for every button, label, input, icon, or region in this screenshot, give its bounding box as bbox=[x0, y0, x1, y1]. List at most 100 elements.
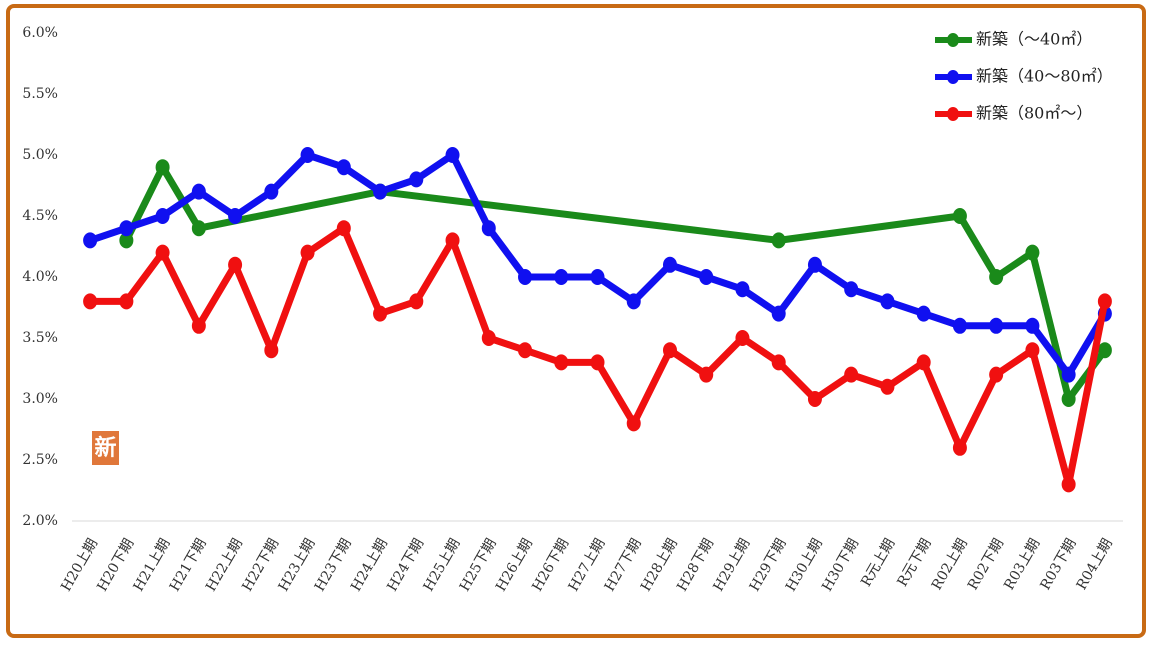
marker bbox=[916, 305, 931, 322]
marker bbox=[445, 232, 460, 249]
line-segment bbox=[449, 236, 493, 342]
legend-marker bbox=[947, 70, 959, 84]
marker bbox=[119, 232, 134, 249]
marker bbox=[880, 293, 895, 310]
badge-bg bbox=[92, 431, 119, 465]
line-segment bbox=[376, 188, 783, 244]
marker bbox=[807, 256, 822, 273]
marker bbox=[880, 378, 895, 395]
marker bbox=[409, 171, 424, 188]
line-segment bbox=[956, 371, 1000, 452]
marker bbox=[1025, 244, 1040, 261]
marker bbox=[807, 391, 822, 407]
legend-label: 新築（40～80㎡） bbox=[976, 67, 1113, 86]
marker bbox=[844, 366, 859, 383]
marker bbox=[264, 342, 279, 359]
line-segment bbox=[738, 334, 783, 366]
line-segment bbox=[231, 188, 275, 220]
marker bbox=[228, 256, 243, 273]
marker bbox=[590, 269, 605, 285]
y-tick-label: 2.5% bbox=[22, 452, 58, 468]
line-segment bbox=[992, 249, 1036, 281]
marker bbox=[771, 354, 786, 371]
line-segment bbox=[775, 212, 964, 244]
marker bbox=[518, 269, 533, 285]
line-segment bbox=[956, 212, 1000, 281]
line-segment bbox=[702, 334, 746, 379]
line-segment bbox=[122, 249, 167, 305]
line-segment bbox=[811, 371, 855, 403]
marker bbox=[989, 269, 1004, 285]
marker bbox=[952, 208, 967, 224]
line-segment bbox=[738, 285, 783, 318]
marker bbox=[191, 220, 206, 237]
marker bbox=[481, 220, 496, 237]
marker bbox=[735, 330, 750, 346]
line-segment bbox=[630, 346, 674, 427]
line-segment bbox=[340, 163, 384, 196]
marker bbox=[300, 147, 315, 163]
marker bbox=[481, 330, 496, 346]
line-segment bbox=[811, 261, 855, 293]
marker bbox=[119, 220, 134, 237]
frame bbox=[6, 4, 1146, 638]
line-segment bbox=[1028, 346, 1073, 488]
line-segment bbox=[449, 151, 493, 232]
legend-marker bbox=[947, 33, 959, 47]
legend-marker bbox=[947, 107, 959, 121]
y-tick-label: 6.0% bbox=[22, 25, 58, 41]
marker bbox=[445, 147, 460, 163]
marker bbox=[1061, 391, 1076, 407]
line-segment bbox=[630, 261, 674, 305]
line-segment bbox=[1028, 322, 1073, 379]
marker bbox=[83, 293, 98, 310]
legend-label: 新築（80㎡～） bbox=[976, 104, 1092, 123]
line-segment bbox=[992, 346, 1036, 379]
y-tick-label: 5.5% bbox=[22, 86, 58, 102]
line-segment bbox=[267, 151, 312, 196]
marker bbox=[771, 305, 786, 322]
line-segment bbox=[231, 261, 275, 354]
marker bbox=[336, 220, 351, 237]
line-segment bbox=[412, 151, 457, 183]
marker bbox=[336, 159, 351, 176]
marker bbox=[1025, 342, 1040, 359]
line-segment bbox=[1065, 346, 1109, 403]
y-tick-label: 2.0% bbox=[22, 513, 58, 529]
line-segment bbox=[195, 188, 384, 232]
marker bbox=[119, 293, 134, 310]
marker bbox=[626, 293, 641, 310]
marker bbox=[373, 305, 388, 322]
marker bbox=[554, 269, 569, 285]
marker bbox=[699, 366, 714, 383]
marker bbox=[155, 159, 170, 176]
y-tick-label: 3.0% bbox=[22, 391, 58, 407]
marker bbox=[554, 354, 569, 371]
marker bbox=[228, 208, 243, 224]
marker bbox=[191, 317, 206, 334]
marker bbox=[916, 354, 931, 371]
marker bbox=[264, 183, 279, 200]
y-tick-label: 5.0% bbox=[22, 147, 58, 163]
marker bbox=[952, 439, 967, 456]
marker bbox=[699, 269, 714, 285]
marker bbox=[735, 281, 750, 298]
line-segment bbox=[594, 358, 638, 427]
line-segment bbox=[775, 358, 819, 403]
line-segment bbox=[1065, 297, 1109, 488]
y-tick-label: 4.0% bbox=[22, 269, 58, 285]
marker bbox=[83, 232, 98, 249]
line-segment bbox=[920, 358, 964, 452]
marker bbox=[989, 317, 1004, 334]
line-segment bbox=[412, 236, 457, 305]
y-tick-label: 3.5% bbox=[22, 330, 58, 346]
line-segment bbox=[159, 188, 203, 220]
badge: 新 bbox=[94, 435, 116, 461]
marker bbox=[662, 256, 677, 273]
marker bbox=[1061, 366, 1076, 383]
marker bbox=[626, 415, 641, 432]
marker bbox=[1061, 476, 1076, 493]
line-segment bbox=[159, 249, 203, 330]
marker bbox=[409, 293, 424, 310]
